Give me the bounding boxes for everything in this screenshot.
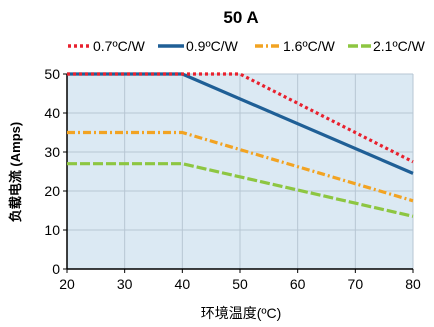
legend-label-3: 2.1ºC/W xyxy=(373,38,426,54)
axes xyxy=(63,73,414,273)
series-line-0 xyxy=(67,72,414,164)
x-tick-label: 30 xyxy=(117,276,133,292)
series-lines xyxy=(67,72,414,218)
y-axis-label: 负载电流 (Amps) xyxy=(8,122,23,222)
y-tick-label: 40 xyxy=(44,105,60,121)
legend-label-1: 0.9ºC/W xyxy=(186,38,239,54)
chart-title: 50 A xyxy=(223,8,258,27)
series-line-3 xyxy=(67,162,414,218)
legend: 0.7ºC/W 0.9ºC/W 1.6ºC/W 2.1ºC/W xyxy=(68,38,426,54)
x-tick-label: 60 xyxy=(290,276,306,292)
x-tick-label: 40 xyxy=(175,276,191,292)
y-tick-label: 10 xyxy=(44,222,60,238)
x-tick-label: 80 xyxy=(405,276,421,292)
legend-label-0: 0.7ºC/W xyxy=(93,38,146,54)
y-tick-label: 20 xyxy=(44,183,60,199)
legend-label-2: 1.6ºC/W xyxy=(283,38,336,54)
x-tick-label: 20 xyxy=(59,276,75,292)
y-tick-label: 0 xyxy=(52,261,60,277)
y-tick-label: 30 xyxy=(44,144,60,160)
y-tick-label: 50 xyxy=(44,66,60,82)
series-line-2 xyxy=(67,130,414,203)
x-tick-labels: 20 30 40 50 60 70 80 xyxy=(59,276,421,292)
x-axis-label: 环境温度(ºC) xyxy=(201,305,282,321)
x-tick-label: 70 xyxy=(348,276,364,292)
y-tick-labels: 0 10 20 30 40 50 xyxy=(44,66,60,277)
x-tick-label: 50 xyxy=(232,276,248,292)
